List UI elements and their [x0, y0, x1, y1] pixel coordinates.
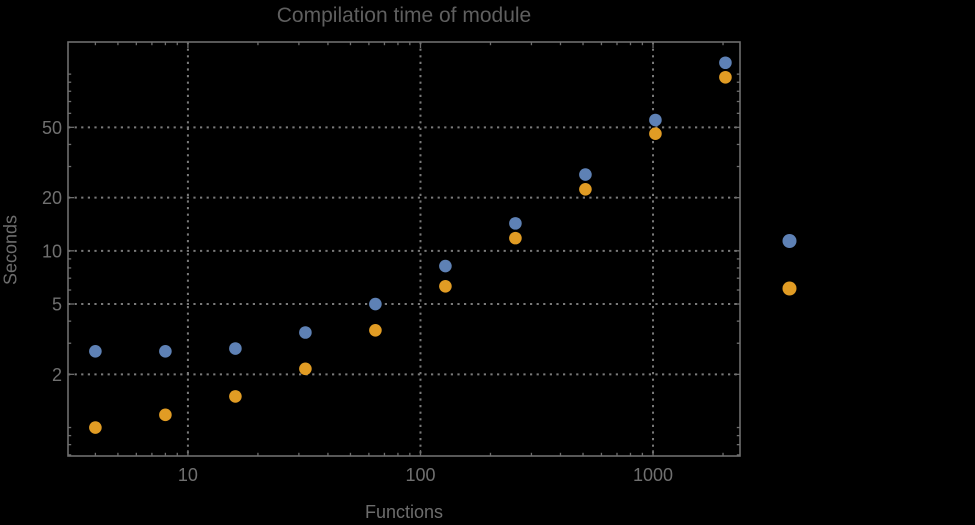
x-tick-label: 10 [178, 465, 198, 485]
data-point-blue [159, 345, 172, 358]
chart-title: Compilation time of module [276, 4, 532, 27]
data-point-blue [439, 259, 452, 273]
plot-frame [67, 41, 741, 457]
y-tick-label: 20 [42, 188, 62, 208]
y-tick-label: 50 [42, 118, 62, 138]
data-point-orange [509, 231, 522, 245]
data-point-orange [439, 279, 452, 293]
data-point-orange [159, 408, 172, 422]
data-point-blue [369, 297, 382, 311]
y-tick-label: 10 [42, 241, 62, 261]
x-axis-label: Functions [364, 502, 444, 522]
x-tick-label: 100 [405, 465, 435, 485]
data-point-orange [229, 390, 242, 403]
data-point-blue [299, 326, 312, 339]
data-point-blue [89, 345, 102, 358]
data-point-orange [649, 127, 662, 141]
data-point-orange [579, 182, 592, 196]
data-point-orange [299, 362, 312, 376]
data-point-orange [719, 70, 732, 84]
x-tick-label: 1000 [633, 465, 673, 485]
y-tick-label: 2 [52, 365, 62, 385]
data-point-orange [369, 324, 382, 337]
data-point-blue [719, 56, 732, 70]
data-point-blue [229, 342, 242, 355]
data-point-blue [649, 113, 662, 127]
data-point-blue [579, 168, 592, 181]
legend-marker-blue-icon [782, 234, 797, 248]
data-point-blue [509, 217, 522, 230]
data-point-orange [89, 421, 102, 434]
legend-marker-orange-icon [782, 281, 797, 296]
y-tick-label: 5 [52, 295, 62, 315]
